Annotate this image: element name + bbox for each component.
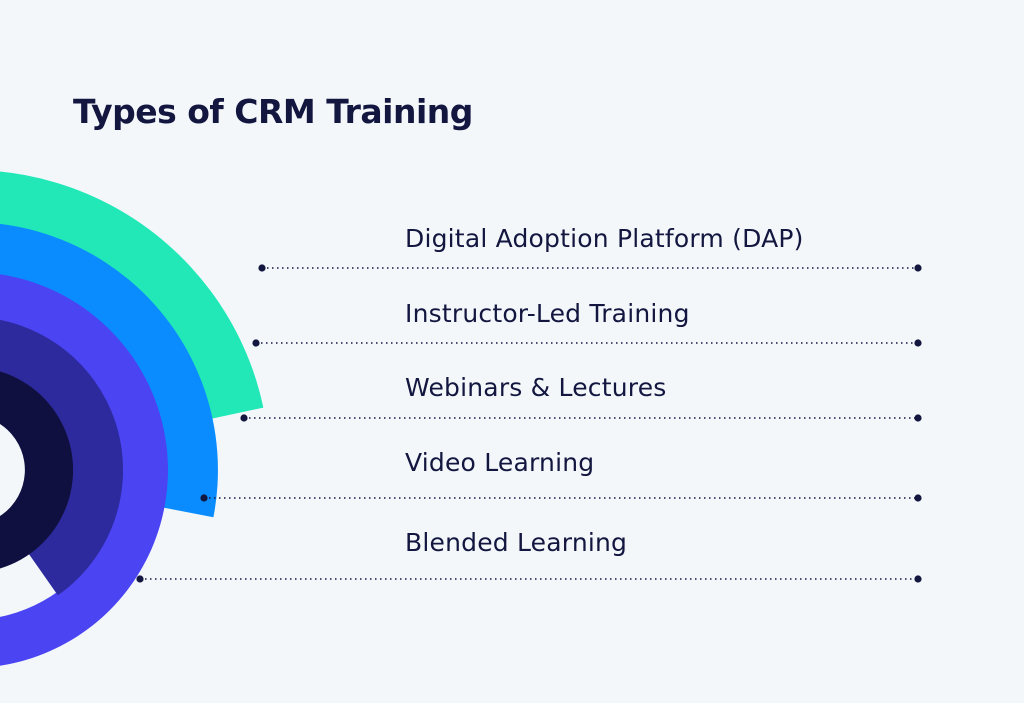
leader-end-dot-instructor-led-training	[914, 339, 922, 347]
arc-digital-adoption-platform	[0, 171, 264, 420]
leader-start-dot-webinars-lectures	[240, 414, 248, 422]
item-label-blended-learning: Blended Learning	[405, 528, 628, 557]
arc-blended-learning	[0, 371, 74, 569]
arc-webinars-lectures	[0, 274, 168, 666]
item-label-digital-adoption-platform: Digital Adoption Platform (DAP)	[405, 224, 804, 253]
leader-end-dot-webinars-lectures	[914, 414, 922, 422]
leader-start-dot-instructor-led-training	[252, 339, 260, 347]
item-label-instructor-led-training: Instructor-Led Training	[405, 299, 690, 328]
item-label-webinars-lectures: Webinars & Lectures	[405, 373, 667, 402]
leader-start-dot-blended-learning	[136, 575, 144, 583]
leader-end-dot-digital-adoption-platform	[914, 264, 922, 272]
leader-start-dot-video-learning	[200, 494, 208, 502]
page-title: Types of CRM Training	[73, 92, 473, 131]
item-label-video-learning: Video Learning	[405, 448, 595, 477]
leader-end-dot-video-learning	[914, 494, 922, 502]
leader-start-dot-digital-adoption-platform	[258, 264, 266, 272]
leader-end-dot-blended-learning	[914, 575, 922, 583]
